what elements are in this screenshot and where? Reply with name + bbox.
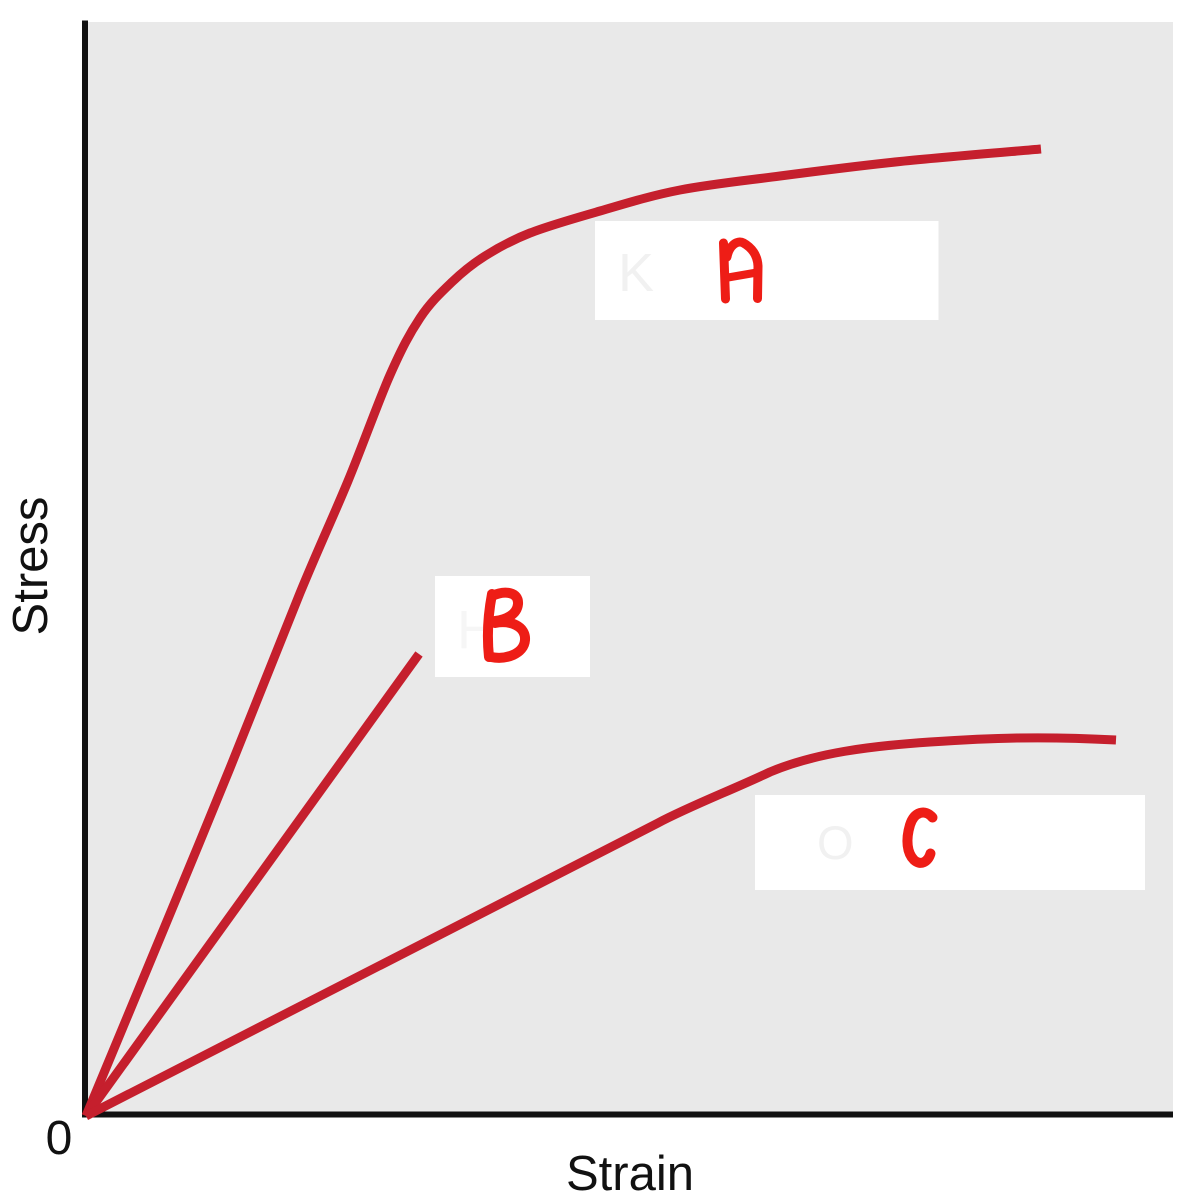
svg-text:K: K	[618, 243, 654, 303]
svg-text:Strain: Strain	[566, 1147, 694, 1200]
svg-text:0: 0	[46, 1112, 73, 1165]
svg-text:O: O	[817, 816, 854, 869]
svg-text:Stress: Stress	[4, 497, 58, 636]
